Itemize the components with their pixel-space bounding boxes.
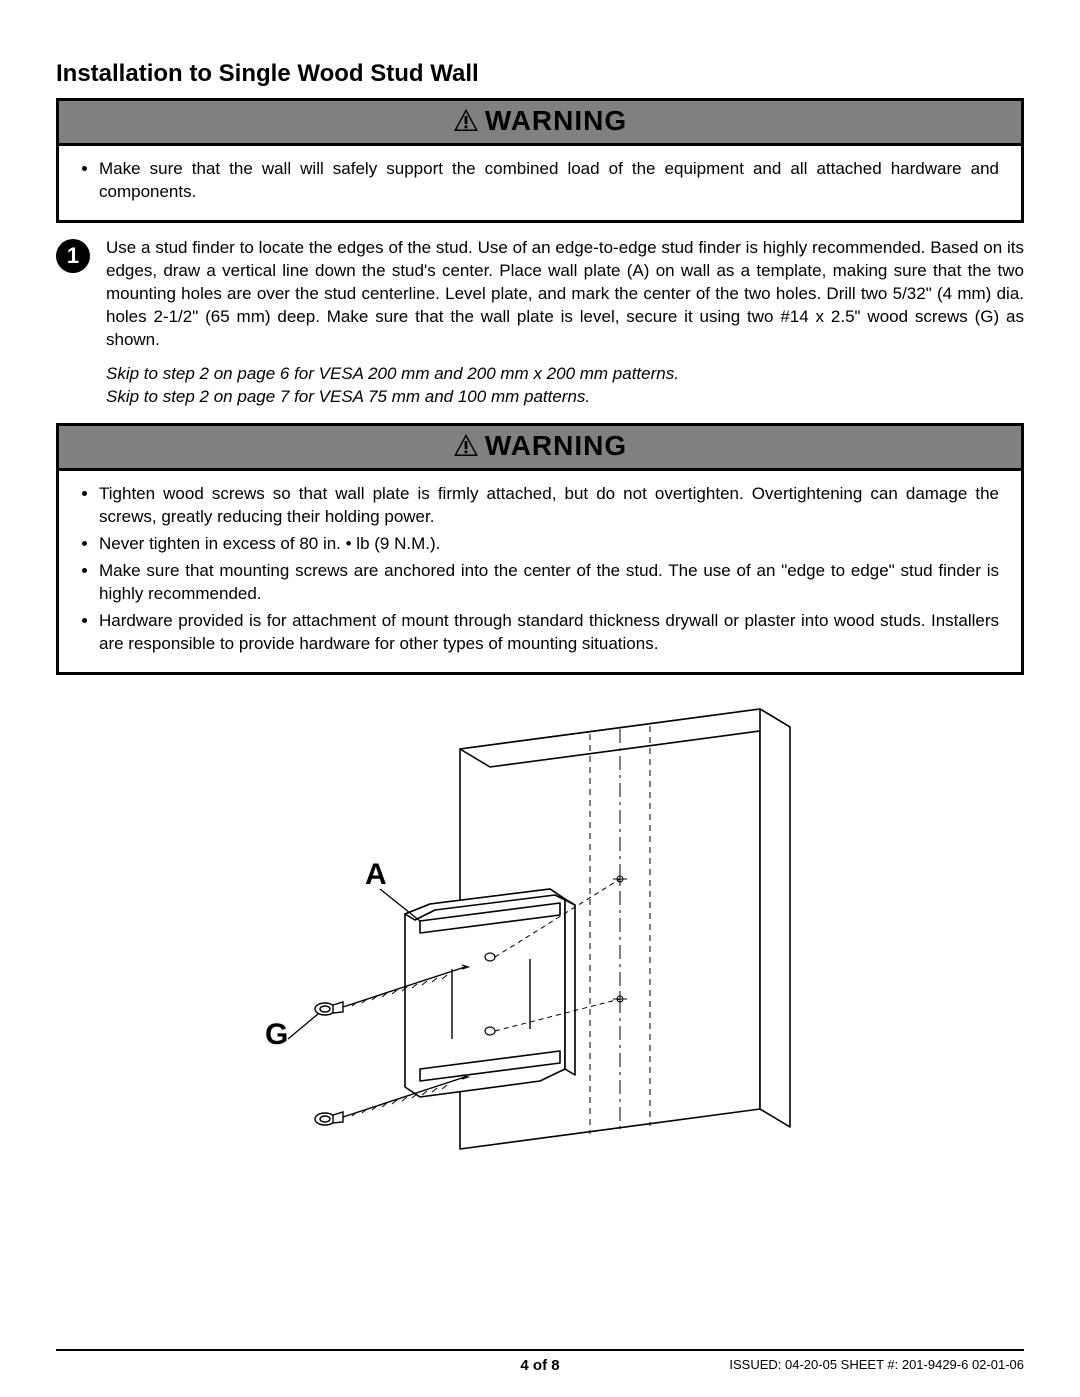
warning2-item: Never tighten in excess of 80 in. • lb (… xyxy=(99,533,999,556)
skip-notes: Skip to step 2 on page 6 for VESA 200 mm… xyxy=(106,362,1024,410)
step-1-text: Use a stud finder to locate the edges of… xyxy=(106,237,1024,352)
step-number-badge: 1 xyxy=(56,239,90,273)
warning-label-2: WARNING xyxy=(485,430,627,461)
diagram-label-a: A xyxy=(365,858,387,891)
installation-diagram: A G xyxy=(56,689,1024,1214)
warning-triangle-icon xyxy=(453,108,479,132)
warning-label-1: WARNING xyxy=(485,105,627,136)
section-title: Installation to Single Wood Stud Wall xyxy=(56,60,1024,88)
page-footer: 4 of 8 ISSUED: 04-20-05 SHEET #: 201-942… xyxy=(56,1349,1024,1357)
footer-issued: ISSUED: 04-20-05 SHEET #: 201-9429-6 02-… xyxy=(729,1357,1024,1372)
warning-triangle-icon xyxy=(453,433,479,457)
warning2-item: Tighten wood screws so that wall plate i… xyxy=(99,483,999,529)
warning-box-1: WARNING Make sure that the wall will saf… xyxy=(56,98,1024,223)
warning1-item: Make sure that the wall will safely supp… xyxy=(99,158,999,204)
warning-box-2: WARNING Tighten wood screws so that wall… xyxy=(56,423,1024,675)
warning2-item: Make sure that mounting screws are ancho… xyxy=(99,560,999,606)
warning-header-1: WARNING xyxy=(59,101,1021,146)
warning-body-2: Tighten wood screws so that wall plate i… xyxy=(59,471,1021,672)
diagram-label-g: G xyxy=(265,1018,288,1051)
step-1: 1 Use a stud finder to locate the edges … xyxy=(56,237,1024,352)
warning-body-1: Make sure that the wall will safely supp… xyxy=(59,146,1021,220)
warning-header-2: WARNING xyxy=(59,426,1021,471)
warning2-item: Hardware provided is for attachment of m… xyxy=(99,610,999,656)
skip-line-2: Skip to step 2 on page 7 for VESA 75 mm … xyxy=(106,385,1024,409)
skip-line-1: Skip to step 2 on page 6 for VESA 200 mm… xyxy=(106,362,1024,386)
